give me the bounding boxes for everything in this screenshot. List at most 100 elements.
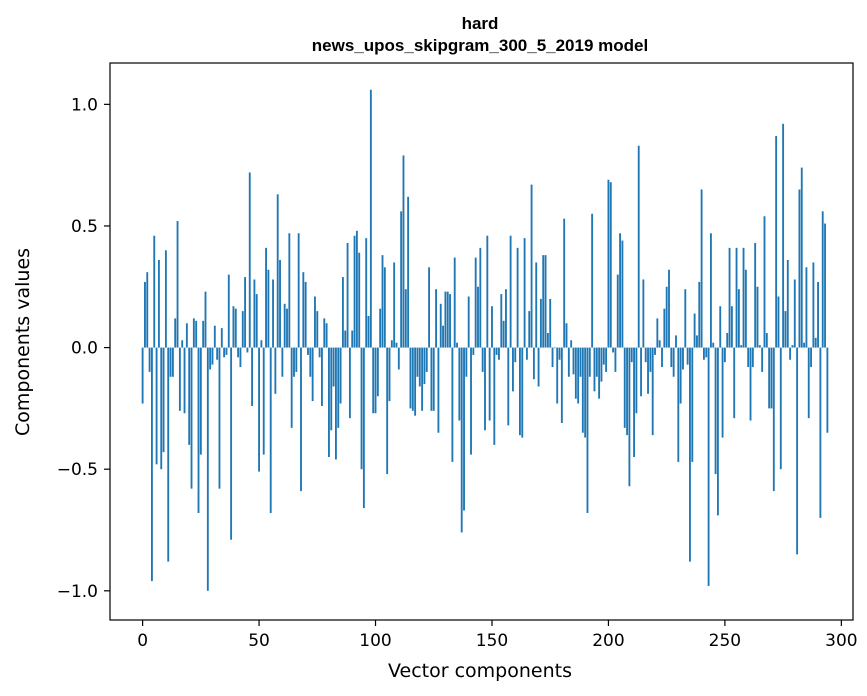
bar — [635, 347, 638, 414]
bar — [749, 347, 752, 421]
bar — [418, 347, 421, 387]
bar — [572, 347, 575, 375]
bar — [223, 347, 226, 358]
x-tick-label: 0 — [137, 631, 148, 651]
bar — [747, 347, 750, 368]
bar — [300, 347, 302, 492]
bar — [630, 347, 633, 363]
bar — [174, 318, 177, 348]
bar — [649, 347, 652, 372]
bar — [539, 298, 542, 348]
bar — [595, 347, 598, 377]
bar — [244, 277, 247, 348]
bar — [719, 306, 722, 348]
x-tick-label: 300 — [825, 631, 857, 651]
bar — [265, 247, 267, 348]
bar — [470, 347, 472, 455]
bar — [658, 340, 661, 348]
bar — [225, 347, 228, 355]
bar — [560, 347, 563, 423]
bar — [446, 291, 449, 348]
bar — [337, 347, 340, 428]
bar — [498, 347, 500, 360]
bar — [556, 347, 559, 404]
chart-subtitle: news_upos_skipgram_300_5_2019 model — [312, 36, 648, 55]
bar — [656, 318, 659, 348]
bar — [341, 277, 344, 348]
bar — [621, 240, 624, 348]
bar — [723, 347, 726, 363]
bar — [439, 303, 442, 348]
bar — [581, 347, 584, 433]
bar — [661, 347, 663, 368]
bar — [491, 306, 493, 348]
bar — [204, 291, 207, 348]
bar — [696, 335, 698, 348]
bar — [348, 347, 351, 419]
bar — [726, 332, 729, 348]
bar — [812, 262, 815, 348]
bar — [824, 223, 826, 348]
bar — [372, 347, 375, 414]
bar — [283, 303, 286, 348]
bar — [502, 320, 505, 348]
bar — [516, 247, 519, 348]
bar — [593, 347, 596, 392]
bar — [551, 347, 554, 368]
bar — [484, 347, 486, 431]
bar — [700, 189, 703, 348]
bar — [782, 123, 785, 348]
bar — [805, 267, 808, 348]
bar — [430, 347, 433, 411]
bar — [148, 347, 151, 372]
y-tick-label: 1.0 — [71, 95, 98, 115]
bar — [605, 347, 608, 372]
bar — [728, 247, 731, 348]
bar — [393, 262, 396, 348]
bar — [321, 347, 323, 406]
bar — [623, 347, 626, 428]
bar — [784, 311, 787, 348]
bar — [546, 332, 549, 348]
bar — [367, 315, 370, 348]
bar — [248, 172, 251, 348]
bar — [141, 347, 144, 404]
bar — [477, 286, 479, 348]
bar — [698, 281, 701, 348]
bar — [388, 347, 391, 402]
x-tick-label: 150 — [476, 631, 508, 651]
bar — [302, 272, 305, 348]
bar — [714, 347, 717, 475]
bar — [197, 347, 200, 513]
bar — [458, 347, 461, 421]
bar — [227, 274, 230, 348]
bar — [693, 313, 696, 348]
bar — [600, 347, 603, 382]
bar — [232, 306, 235, 348]
bar — [570, 340, 573, 348]
bar — [362, 347, 365, 509]
bar — [437, 347, 440, 433]
bar — [444, 291, 447, 348]
bar — [428, 267, 431, 348]
bar — [411, 347, 414, 411]
bar — [637, 145, 640, 348]
bar — [407, 196, 410, 348]
bar — [763, 216, 766, 348]
bar-series — [141, 89, 829, 591]
bar — [339, 347, 342, 404]
bar — [709, 233, 712, 348]
bar — [409, 347, 412, 409]
bar — [293, 347, 295, 377]
bar — [295, 347, 298, 372]
bar — [512, 347, 514, 392]
bar — [332, 347, 335, 387]
bar — [234, 308, 237, 348]
bar — [537, 347, 540, 387]
bar — [733, 347, 736, 419]
bar — [153, 235, 156, 348]
bar — [453, 257, 456, 348]
bar — [314, 296, 316, 348]
bar — [640, 347, 642, 397]
bar — [386, 347, 389, 475]
